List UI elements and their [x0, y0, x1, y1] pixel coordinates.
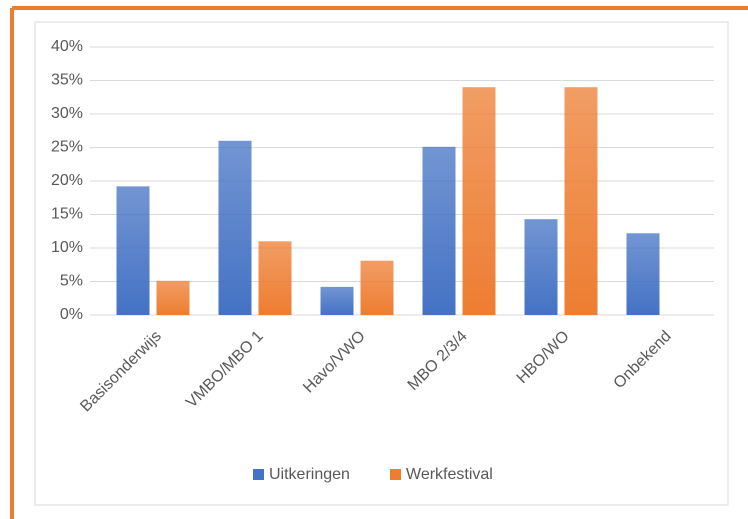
- chart-area: [34, 21, 729, 506]
- x-tick-label: HBO/WO: [514, 328, 573, 387]
- legend-swatch: [253, 469, 264, 480]
- y-tick-label: 35%: [51, 72, 83, 89]
- bar: [320, 286, 354, 315]
- bar: [360, 260, 394, 315]
- y-tick-label: 0%: [60, 306, 83, 323]
- y-tick-label: 5%: [60, 273, 83, 290]
- bar: [156, 280, 190, 315]
- bar: [564, 87, 598, 315]
- y-tick-label: 20%: [51, 172, 83, 189]
- legend-label: Werkfestival: [406, 466, 493, 483]
- x-tick-label: Basisonderwijs: [77, 328, 164, 415]
- bar: [422, 146, 456, 315]
- x-tick-label: MBO 2/3/4: [405, 328, 471, 394]
- x-tick-label: Onbekend: [611, 328, 675, 392]
- y-tick-label: 15%: [51, 206, 83, 223]
- y-tick-label: 30%: [51, 105, 83, 122]
- y-tick-label: 10%: [51, 239, 83, 256]
- bar: [524, 219, 558, 315]
- legend-label: Uitkeringen: [269, 466, 350, 483]
- bar: [462, 87, 496, 315]
- legend-swatch: [390, 469, 401, 480]
- x-tick-label: Havo/VWO: [300, 328, 369, 397]
- bar: [116, 186, 150, 315]
- y-tick-label: 40%: [51, 38, 83, 55]
- bar: [626, 233, 660, 315]
- y-tick-label: 25%: [51, 139, 83, 156]
- x-tick-label: VMBO/MBO 1: [183, 328, 267, 412]
- bar: [258, 241, 292, 315]
- bar: [218, 140, 252, 315]
